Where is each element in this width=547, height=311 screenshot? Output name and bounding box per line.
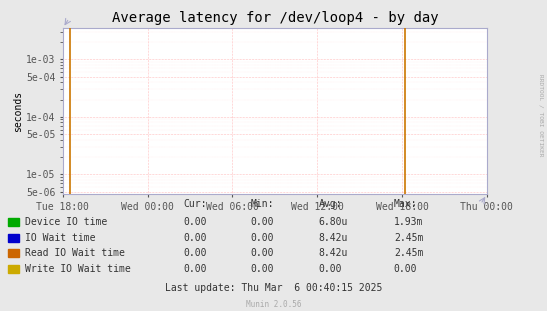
Title: Average latency for /dev/loop4 - by day: Average latency for /dev/loop4 - by day [112, 12, 438, 26]
Text: 8.42u: 8.42u [318, 248, 348, 258]
Text: 0.00: 0.00 [251, 264, 274, 274]
Y-axis label: seconds: seconds [13, 91, 23, 132]
Text: 0.00: 0.00 [251, 233, 274, 243]
Text: Cur:: Cur: [183, 199, 207, 209]
Text: Write IO Wait time: Write IO Wait time [25, 264, 130, 274]
Text: 0.00: 0.00 [318, 264, 342, 274]
Text: IO Wait time: IO Wait time [25, 233, 95, 243]
Text: 0.00: 0.00 [183, 217, 207, 227]
Text: 0.00: 0.00 [394, 264, 417, 274]
Text: 8.42u: 8.42u [318, 233, 348, 243]
Text: Min:: Min: [251, 199, 274, 209]
Text: 0.00: 0.00 [183, 248, 207, 258]
Text: Max:: Max: [394, 199, 417, 209]
Text: Munin 2.0.56: Munin 2.0.56 [246, 300, 301, 309]
Text: Avg:: Avg: [318, 199, 342, 209]
Text: 6.80u: 6.80u [318, 217, 348, 227]
Text: Device IO time: Device IO time [25, 217, 107, 227]
Text: 2.45m: 2.45m [394, 248, 423, 258]
Text: 2.45m: 2.45m [394, 233, 423, 243]
Text: RRDTOOL / TOBI OETIKER: RRDTOOL / TOBI OETIKER [538, 74, 543, 156]
Text: Read IO Wait time: Read IO Wait time [25, 248, 125, 258]
Text: Last update: Thu Mar  6 00:40:15 2025: Last update: Thu Mar 6 00:40:15 2025 [165, 283, 382, 293]
Text: 0.00: 0.00 [183, 233, 207, 243]
Text: 0.00: 0.00 [183, 264, 207, 274]
Text: 0.00: 0.00 [251, 248, 274, 258]
Text: 0.00: 0.00 [251, 217, 274, 227]
Text: 1.93m: 1.93m [394, 217, 423, 227]
